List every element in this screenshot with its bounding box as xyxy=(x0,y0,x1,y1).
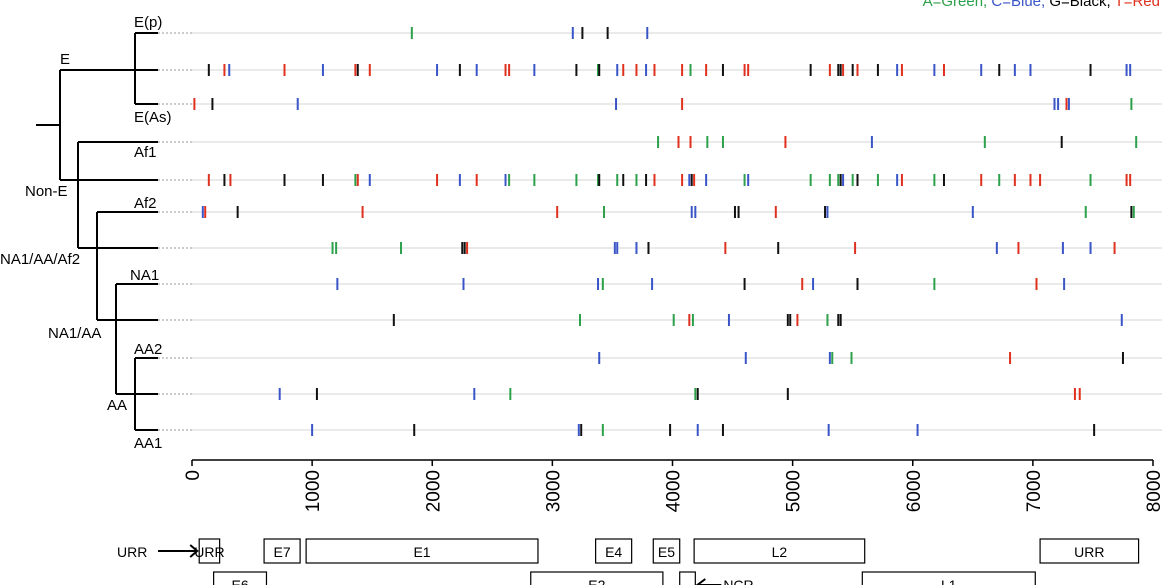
gene-label: L2 xyxy=(772,544,788,560)
label-aa2: AA2 xyxy=(134,341,162,358)
position-axis: 0 1000 2000 3000 4000 5000 6000 7000 8000 xyxy=(183,459,1165,512)
axis-tick-label: 0 xyxy=(183,470,204,481)
ncr-arrow-label: NCR xyxy=(723,577,753,585)
label-non-e: Non-E xyxy=(25,183,68,200)
legend-a-green: A=Green, xyxy=(922,0,988,10)
legend-c-blue: C=Blue, xyxy=(991,0,1046,10)
gene-box xyxy=(861,571,1036,585)
tree-labels: E(p) E E(As) Af1 Non-E Af2 NA1/AA/Af2 NA… xyxy=(0,14,172,452)
gene-box xyxy=(530,571,664,585)
label-aa1: AA1 xyxy=(134,435,162,452)
gene-box xyxy=(679,571,696,585)
label-na1: NA1 xyxy=(130,267,159,284)
label-af2: Af2 xyxy=(134,195,157,212)
gene-label: E6 xyxy=(231,577,248,585)
axis-tick-label: 1000 xyxy=(303,470,324,512)
urr-arrow xyxy=(158,544,199,558)
axis-tick-label: 8000 xyxy=(1144,470,1165,512)
label-aa: AA xyxy=(107,397,127,414)
axis-tick-label: 7000 xyxy=(1024,470,1045,512)
mutation-tracks xyxy=(158,27,1162,436)
gene-box xyxy=(198,538,221,564)
gene-label: E4 xyxy=(605,544,622,560)
gene-label: URR xyxy=(194,544,224,560)
gene-box xyxy=(652,538,681,564)
label-af1: Af1 xyxy=(134,144,157,161)
axis-tick-label: 6000 xyxy=(904,470,925,512)
gene-label: URR xyxy=(1074,544,1104,560)
gene-box xyxy=(263,538,301,564)
phylogenetic-tree xyxy=(36,32,158,431)
axis-tick-label: 4000 xyxy=(664,470,685,512)
genome-map: URR URR E7 E1 E4 E5 L2 URR E6 E2 NCR L1 xyxy=(117,538,1140,585)
gene-label: E1 xyxy=(413,544,430,560)
gene-box xyxy=(595,538,633,564)
nucleotide-color-legend: A=Green, C=Blue, G=Black, T=Red xyxy=(923,0,1160,10)
gene-box xyxy=(693,538,866,564)
gene-box xyxy=(1039,538,1140,564)
gene-box xyxy=(213,571,268,585)
label-na1-aa-af2: NA1/AA/Af2 xyxy=(0,251,80,268)
gene-label: E7 xyxy=(274,544,291,560)
ncr-arrow xyxy=(695,578,722,585)
gene-label: E5 xyxy=(658,544,675,560)
axis-tick-label: 2000 xyxy=(423,470,444,512)
urr-arrow-label: URR xyxy=(117,544,147,560)
gene-box xyxy=(305,538,539,564)
gene-label: L1 xyxy=(941,577,957,585)
axis-tick-label: 5000 xyxy=(784,470,805,512)
legend-g-black: G=Black, xyxy=(1049,0,1111,10)
label-e: E xyxy=(60,51,70,68)
gene-label: E2 xyxy=(588,577,605,585)
legend-t-red: T=Red xyxy=(1114,0,1160,10)
label-e-p: E(p) xyxy=(134,14,162,31)
label-e-as: E(As) xyxy=(134,109,172,126)
label-na1-aa: NA1/AA xyxy=(48,325,101,342)
axis-tick-label: 3000 xyxy=(543,470,564,512)
